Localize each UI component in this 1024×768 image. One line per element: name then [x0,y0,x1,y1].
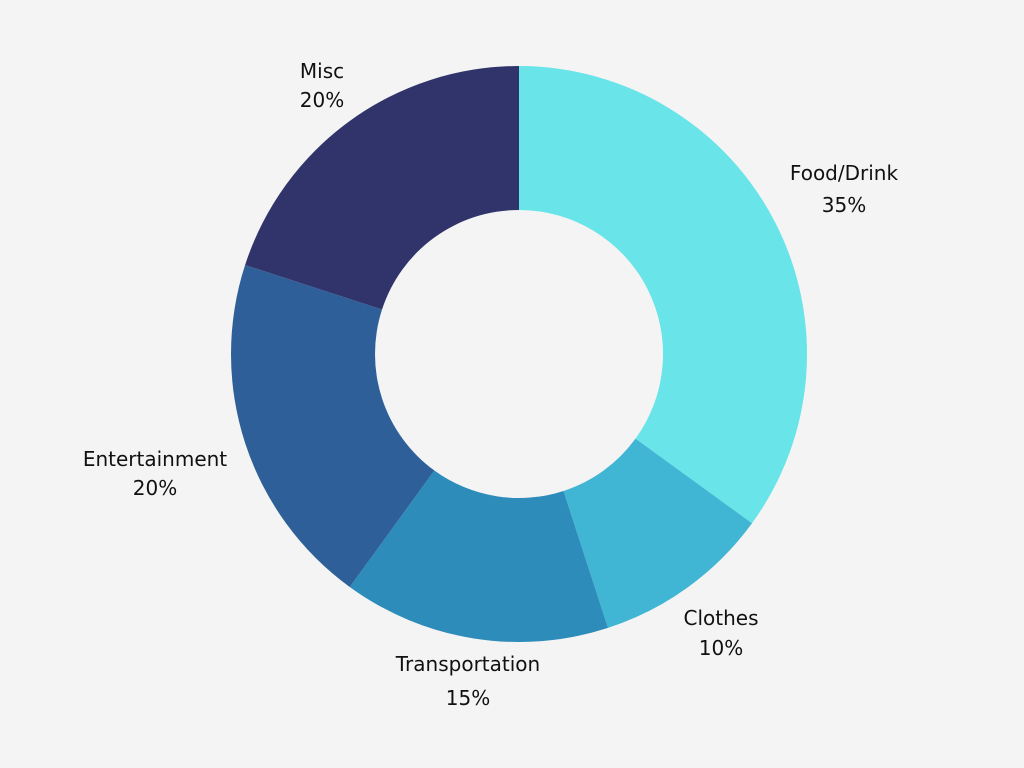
slice-value-misc: 20% [300,88,344,112]
slice-value-transportation: 15% [446,686,490,710]
slice-entertainment [230,265,435,587]
slice-value-entertainment: 20% [133,476,177,500]
slice-label-transportation: Transportation [395,652,540,676]
slice-misc [245,66,520,310]
slice-clothes [563,438,752,628]
slice-value-food-drink: 35% [822,193,866,217]
slice-value-clothes: 10% [699,636,743,660]
slice-label-clothes: Clothes [684,606,759,630]
slice-label-food-drink: Food/Drink [790,161,899,185]
slice-label-misc: Misc [300,59,344,83]
slice-food-drink [519,66,808,524]
slice-transportation [349,470,608,642]
slice-label-entertainment: Entertainment [83,447,227,471]
